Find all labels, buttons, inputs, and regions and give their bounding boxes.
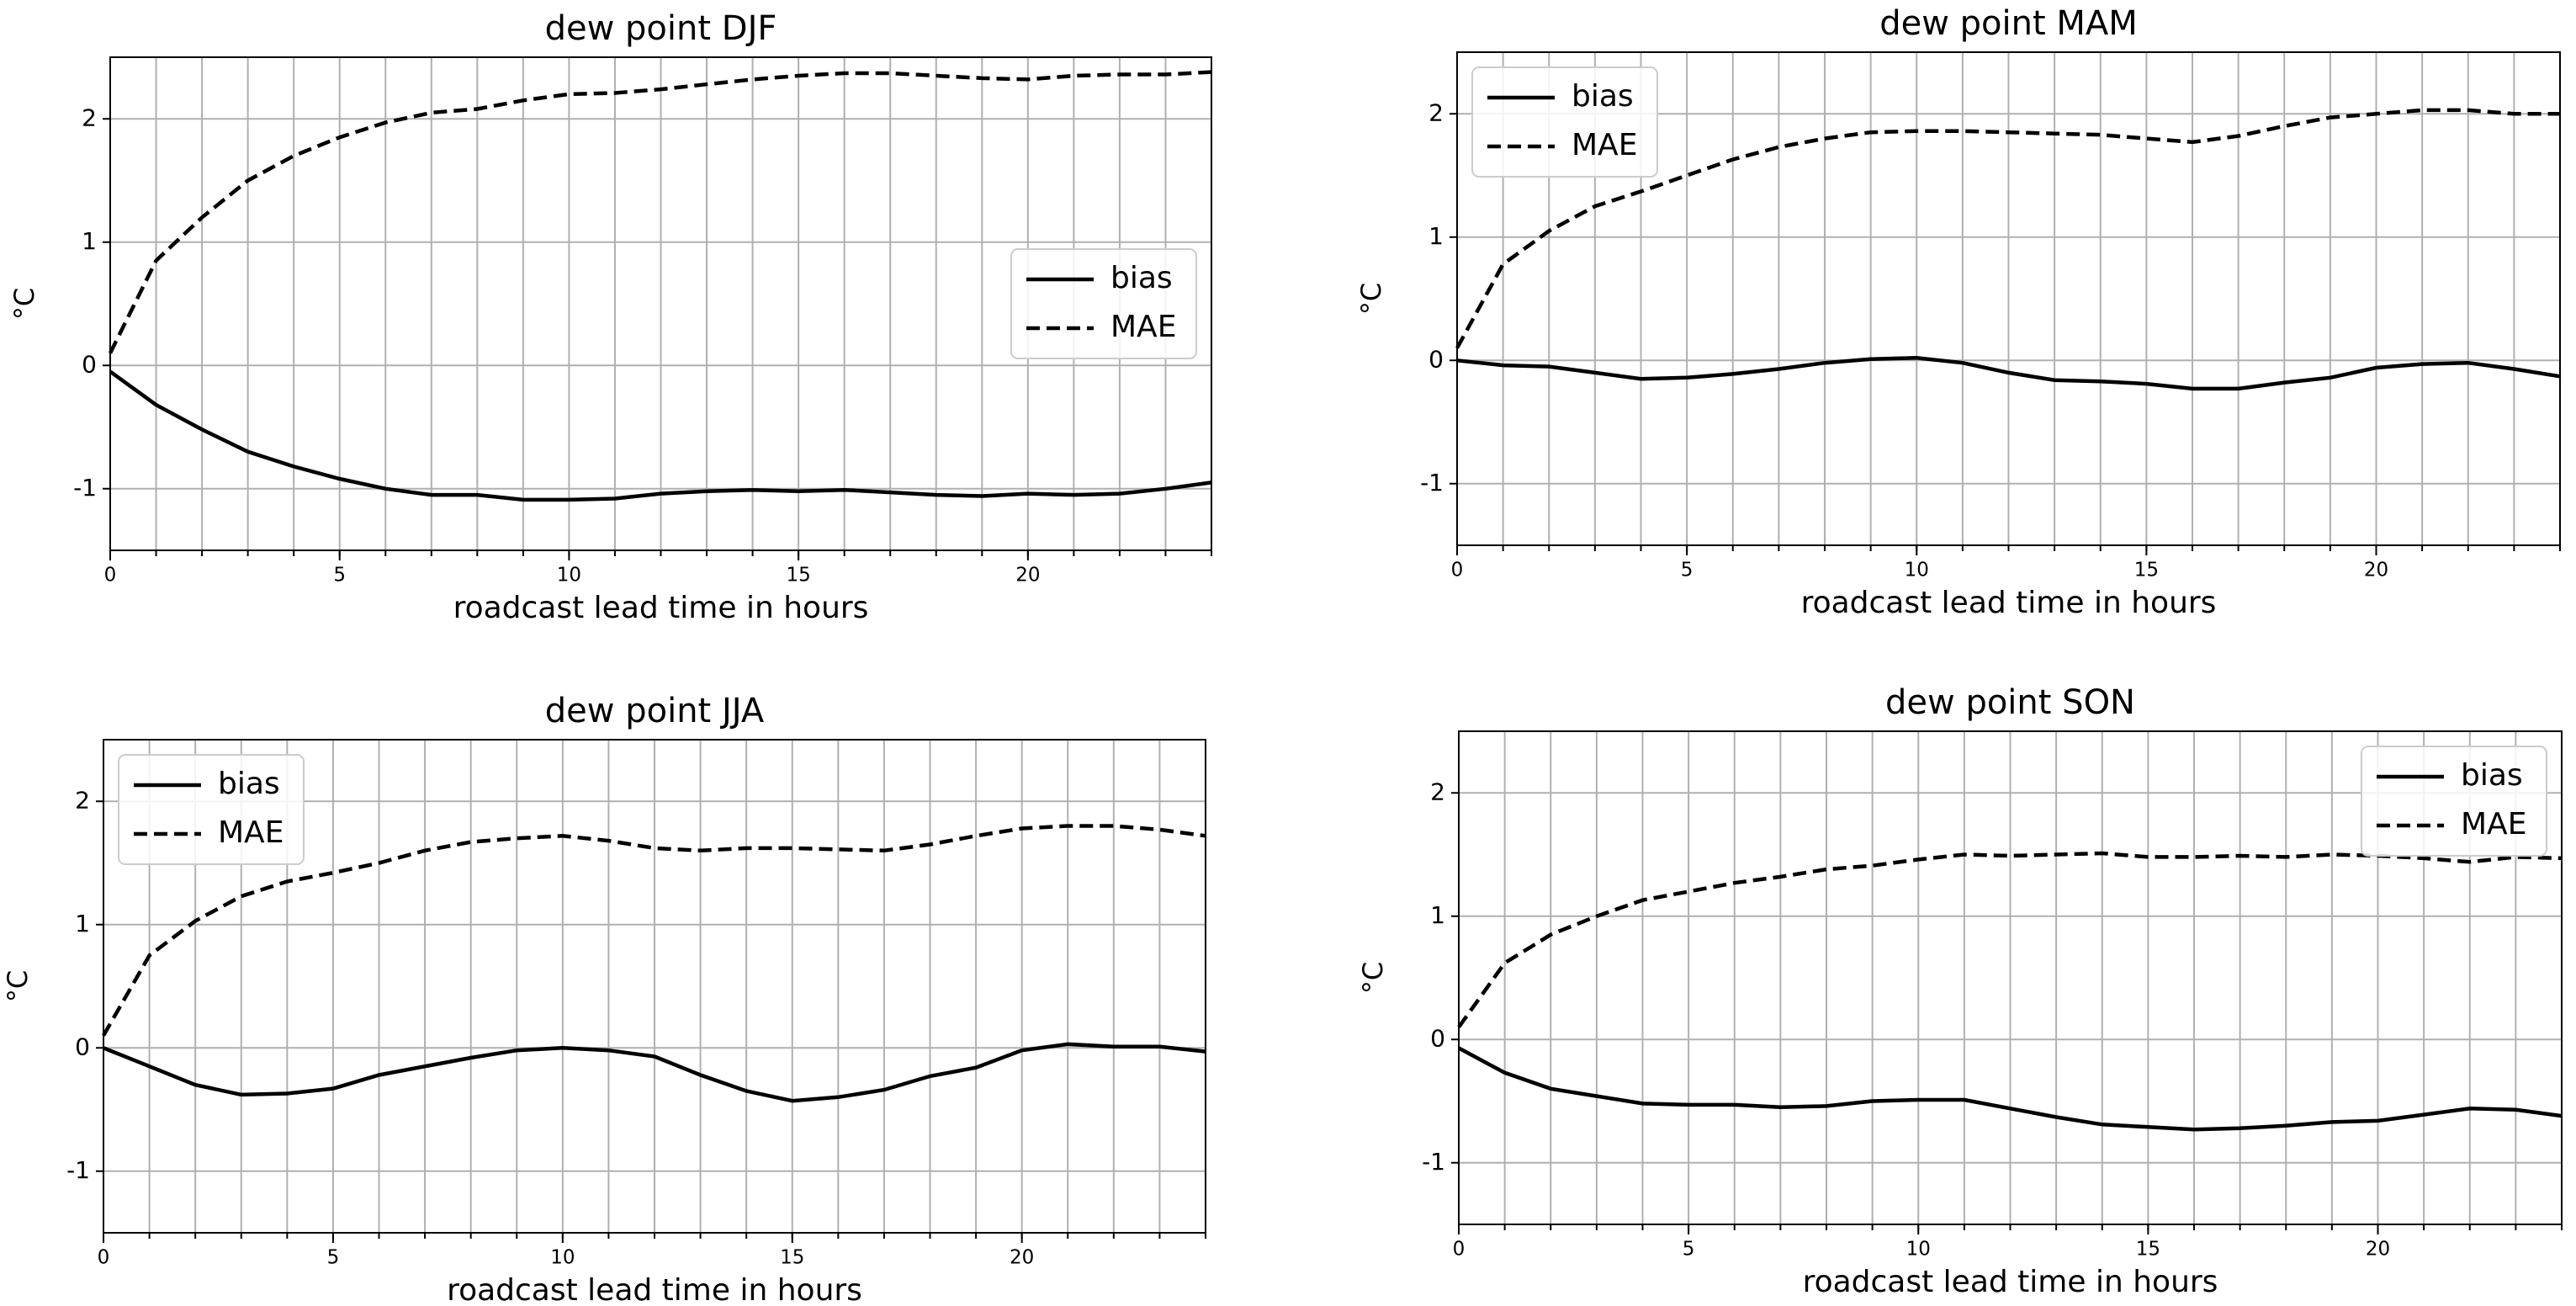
series-line [1456, 356, 2561, 391]
x-tick-label: 15 [2136, 1239, 2160, 1261]
y-tick-label: 0 [1428, 345, 1444, 373]
legend-frame [2361, 746, 2547, 857]
legend: bias MAE [118, 754, 305, 865]
y-tick-label: 1 [1430, 901, 1445, 929]
x-tick-label: 5 [327, 1247, 340, 1269]
legend-frame [1010, 248, 1197, 359]
x-tick-label: 0 [104, 565, 117, 587]
y-tick-label: 2 [1428, 98, 1444, 126]
x-tick-label: 0 [98, 1247, 110, 1269]
y-tick-label: 1 [82, 227, 97, 255]
legend-label: bias [218, 767, 280, 801]
series-line [109, 369, 1212, 502]
x-tick-label: 15 [780, 1247, 804, 1269]
y-tick-label: 0 [1430, 1024, 1445, 1052]
plot-frame [109, 56, 1212, 551]
series-line [1455, 108, 2560, 349]
y-tick-label: 2 [75, 786, 90, 814]
legend-label: bias [2461, 758, 2523, 793]
chart-title: dew point SON [1885, 683, 2135, 722]
series-line [103, 1042, 1206, 1103]
y-tick-label: -1 [73, 474, 97, 502]
x-tick-label: 15 [786, 565, 810, 587]
x-tick-label: 10 [550, 1247, 575, 1269]
x-axis-label: roadcast lead time in hours [447, 1273, 862, 1306]
x-axis-label: roadcast lead time in hours [1801, 586, 2217, 620]
y-tick-label: 0 [82, 350, 97, 378]
legend: bias MAE [1471, 66, 1658, 178]
x-tick-label: 20 [1015, 565, 1040, 587]
legend: bias MAE [2361, 746, 2547, 857]
y-tick-label: 2 [82, 104, 97, 131]
x-axis-label: roadcast lead time in hours [1803, 1265, 2218, 1299]
chart-title: dew point DJF [545, 9, 777, 48]
x-tick-label: 5 [333, 565, 346, 587]
x-tick-label: 0 [1451, 560, 1464, 581]
x-tick-label: 20 [2366, 1239, 2390, 1261]
y-tick-label: -1 [1422, 1148, 1445, 1176]
legend-label: MAE [1110, 310, 1176, 344]
legend-label: bias [1110, 261, 1173, 295]
legend-label: MAE [1572, 128, 1637, 162]
y-tick-label: -1 [66, 1156, 90, 1184]
y-axis-label: °C [8, 288, 40, 320]
x-tick-label: 5 [1681, 560, 1693, 581]
y-tick-label: -1 [1420, 469, 1444, 496]
x-axis-label: roadcast lead time in hours [453, 591, 869, 625]
legend: bias MAE [1010, 248, 1197, 359]
y-tick-label: 1 [1428, 222, 1444, 250]
series-line [108, 70, 1212, 354]
chart-title: dew point JJA [545, 692, 765, 730]
legend-frame [118, 754, 305, 865]
x-tick-label: 10 [1906, 1239, 1931, 1261]
x-tick-label: 20 [2364, 560, 2388, 581]
y-tick-label: 1 [75, 910, 90, 937]
plot-frame [1458, 730, 2563, 1225]
chart-title: dew point MAM [1879, 4, 2138, 43]
legend-label: MAE [218, 815, 284, 850]
y-tick-label: 0 [75, 1033, 90, 1060]
x-tick-label: 5 [1683, 1239, 1695, 1261]
y-axis-label: °C [1357, 962, 1389, 994]
plot-frame [103, 739, 1206, 1234]
series-line [1457, 1046, 2563, 1132]
x-tick-label: 10 [1905, 560, 1929, 581]
legend-label: bias [1572, 79, 1634, 114]
y-tick-label: 2 [1430, 778, 1445, 805]
x-tick-label: 10 [557, 565, 581, 587]
y-axis-label: °C [2, 970, 34, 1002]
legend-frame [1471, 66, 1658, 178]
x-tick-label: 0 [1453, 1239, 1466, 1261]
series-line [102, 824, 1206, 1037]
plot-frame [1456, 51, 2561, 546]
x-tick-label: 20 [1010, 1247, 1034, 1269]
y-axis-label: °C [1355, 283, 1387, 315]
x-tick-label: 15 [2134, 560, 2159, 581]
legend-label: MAE [2461, 807, 2526, 841]
